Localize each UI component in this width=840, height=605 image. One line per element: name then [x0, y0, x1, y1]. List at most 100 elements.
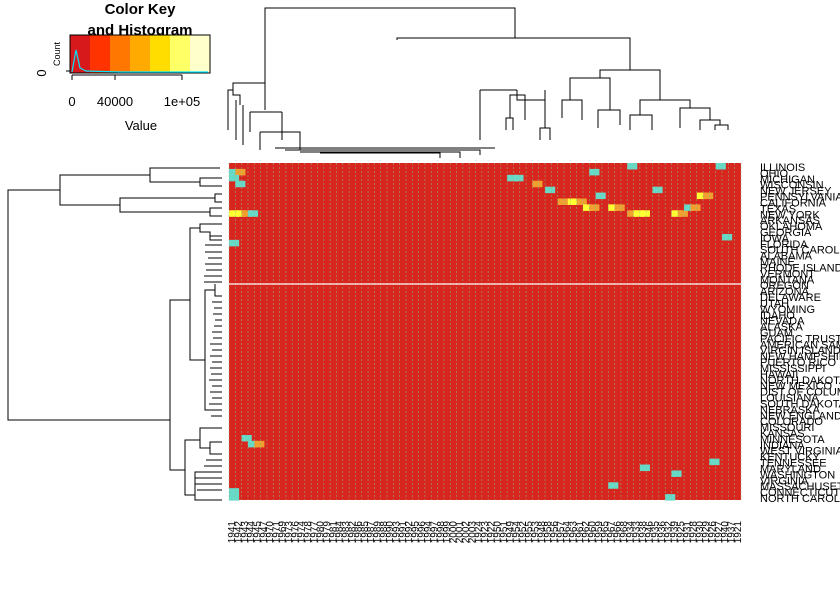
column-label-55: 1961: [575, 521, 586, 544]
color-key-ytick: 0: [34, 69, 49, 76]
column-label-69: 1932: [663, 521, 674, 544]
column-labels: 1941194219431944194519471970197119691973…: [227, 521, 744, 544]
column-label-13: 1977: [309, 521, 320, 544]
heatmap-cell-42: [639, 464, 650, 472]
row-label-25: IDAHO: [760, 310, 795, 322]
row-label-28: GUAM: [760, 328, 793, 340]
color-key: Color Key and Histogram Count 0 0 40000 …: [34, 1, 211, 133]
heatmap-cell-34: [247, 440, 259, 448]
column-label-12: 1978: [303, 521, 314, 544]
row-label-52: WASHINGTON: [760, 469, 835, 481]
heatmap-cell-29: [589, 168, 600, 176]
row-label-23: UTAH: [760, 298, 789, 310]
heatmap-cell-9: [589, 204, 600, 211]
heatmap-cell-11: [614, 204, 625, 211]
column-label-57: 1960: [587, 521, 598, 544]
heatmap-cell-23: [229, 174, 240, 182]
row-label-42: NEW ENGLAND: [760, 410, 840, 422]
row-label-9: ARKANSAS: [760, 215, 820, 227]
column-label-1: 1942: [233, 521, 244, 544]
column-label-5: 1947: [259, 521, 270, 544]
col-dendro-low: [259, 131, 495, 158]
color-key-swatch-6: [190, 35, 211, 73]
row-label-6: CALIFORNIA: [760, 197, 827, 209]
column-label-36: 2001: [455, 521, 466, 544]
row-label-17: RHODE ISLAND: [760, 262, 840, 274]
row-label-21: ARIZONA: [760, 286, 810, 298]
heatmap-cell-15: [671, 210, 682, 217]
heatmap-cell-21: [229, 168, 240, 176]
heatmap-cell-3: [247, 210, 259, 217]
heatmap-cell-19: [696, 192, 707, 200]
row-label-50: TENNESSEE: [760, 458, 827, 470]
column-label-68: 1936: [657, 521, 668, 544]
row-dendro-mid-b: [199, 223, 222, 283]
heatmap-cell-36: [241, 434, 252, 442]
heatmap-cell-27: [532, 180, 543, 188]
heatmap-cell-6: [576, 198, 587, 205]
column-label-47: 1955: [524, 521, 535, 544]
column-label-2: 1943: [240, 521, 251, 544]
col-dendro-right: [396, 37, 631, 40]
row-label-53: VIRGINIA: [760, 475, 809, 487]
row-dendro-root: [7, 189, 170, 421]
row-label-16: MAINE: [760, 257, 795, 269]
row-label-36: NORTH DAKOTA: [760, 375, 840, 387]
heatmap-cell-43: [709, 458, 720, 466]
column-label-73: 1928: [689, 521, 700, 544]
heatmap-cell-24: [235, 180, 246, 188]
column-label-46: 1952: [518, 521, 529, 544]
column-label-24: 1988: [379, 521, 390, 544]
row-label-1: OHIO: [760, 168, 789, 180]
column-label-78: 1940: [720, 521, 731, 544]
row-label-18: VERMONT: [760, 268, 815, 280]
column-label-59: 1965: [600, 521, 611, 544]
column-label-33: 1998: [436, 521, 447, 544]
row-label-55: CONNECTICUT: [760, 487, 840, 499]
heatmap-cell-25: [507, 174, 518, 182]
color-key-title-line1: Color Key: [105, 1, 177, 18]
col-dendro-right-g: [539, 127, 551, 140]
column-label-77: 1927: [714, 521, 725, 544]
row-label-14: SOUTH CAROLINA: [760, 245, 840, 257]
column-label-62: 1968: [619, 521, 630, 544]
heatmap-cell-12: [627, 210, 638, 217]
column-label-20: 1986: [354, 521, 365, 544]
color-key-swatch-3: [130, 35, 151, 73]
column-label-74: 1930: [695, 521, 706, 544]
row-label-13: FLORIDA: [760, 239, 808, 251]
row-label-27: ALASKA: [760, 322, 803, 334]
row-label-24: WYOMING: [760, 304, 815, 316]
heatmap-cell-5: [570, 198, 581, 205]
heatmap-cell-13: [633, 210, 644, 217]
column-label-16: 1981: [328, 521, 339, 544]
color-key-gradient: [70, 35, 211, 73]
color-key-xtick-1: 40000: [97, 94, 133, 109]
heatmap-cell-10: [608, 204, 619, 211]
col-dendro-root: [264, 7, 516, 38]
color-key-ylabel: Count: [52, 42, 62, 67]
column-label-50: 1958: [543, 521, 554, 544]
column-label-31: 1994: [423, 521, 434, 544]
row-label-49: KENTUCKY: [760, 452, 821, 464]
row-label-47: INDIANA: [760, 440, 805, 452]
col-dendro-right-e: [561, 99, 621, 128]
row-label-3: WISCONSIN: [760, 180, 824, 192]
heatmap-cell-30: [627, 163, 638, 170]
row-label-29: PACIFIC TRUST T: [760, 333, 840, 345]
column-label-14: 1980: [316, 521, 327, 544]
column-label-54: 1963: [568, 521, 579, 544]
column-label-49: 1948: [537, 521, 548, 544]
column-label-75: 1929: [701, 521, 712, 544]
heatmap-cell-4: [564, 198, 575, 205]
column-label-64: 1933: [632, 521, 643, 544]
row-label-22: DELAWARE: [760, 292, 821, 304]
row-dendro-top-a: [119, 167, 220, 213]
column-label-45: 1954: [512, 521, 523, 544]
column-label-53: 1964: [562, 521, 573, 544]
col-dendro-branch-3: [235, 100, 244, 145]
heatmap-cell-40: [608, 482, 619, 489]
row-dendro-mid: [169, 299, 190, 471]
